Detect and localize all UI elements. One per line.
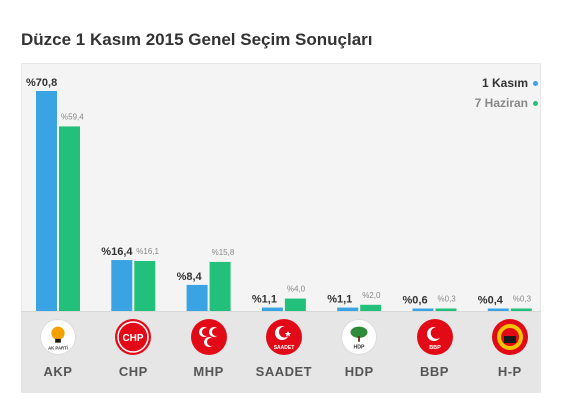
svg-text:CHP: CHP bbox=[123, 333, 144, 344]
saadet-crescent-star-icon: SAADET bbox=[265, 319, 302, 355]
bar-h-p-series-1 bbox=[510, 308, 532, 311]
chp-six-arrows-icon: CHP bbox=[115, 319, 152, 355]
bbp-crescent-icon: BBP bbox=[416, 319, 453, 355]
party-name-saadet: SAADET bbox=[255, 364, 313, 379]
data-label-bbp-series-1: %0,3 bbox=[438, 295, 457, 304]
hdp-tree-icon: HDP bbox=[341, 319, 378, 355]
data-label-h-p-series-1: %0,3 bbox=[513, 295, 532, 304]
chart-baseline bbox=[21, 311, 541, 312]
party-name-bbp: BBP bbox=[420, 364, 449, 379]
data-label-chp-series-0: %16,4 bbox=[101, 246, 133, 258]
legend-label: 1 Kasım bbox=[481, 76, 528, 90]
akp-lightbulb-icon: AK PARTİ bbox=[40, 319, 76, 355]
legend-dot-icon bbox=[533, 101, 538, 107]
data-label-mhp-series-0: %8,4 bbox=[177, 271, 203, 283]
data-label-akp-series-1: %59,4 bbox=[61, 112, 84, 121]
svg-text:AK PARTİ: AK PARTİ bbox=[48, 345, 68, 350]
chart-title: Düzce 1 Kasım 2015 Genel Seçim Sonuçları bbox=[21, 30, 373, 49]
data-label-h-p-series-0: %0,4 bbox=[478, 295, 504, 307]
svg-text:BBP: BBP bbox=[429, 345, 441, 351]
legend-item-7-haziran: 7 Haziran bbox=[475, 96, 538, 110]
bar-h-p-series-0 bbox=[487, 308, 509, 311]
data-label-mhp-series-1: %15,8 bbox=[212, 248, 235, 257]
party-name-chp: CHP bbox=[118, 364, 148, 379]
bar-saadet-series-1 bbox=[284, 298, 306, 311]
bar-hdp-series-0 bbox=[337, 307, 359, 311]
bar-akp-series-1 bbox=[59, 126, 80, 311]
bar-mhp-series-0 bbox=[186, 284, 208, 311]
mhp-three-crescents-icon bbox=[190, 319, 227, 355]
legend-label: 7 Haziran bbox=[474, 96, 528, 110]
bar-chp-series-0 bbox=[111, 260, 133, 311]
data-label-bbp-series-0: %0,6 bbox=[403, 295, 428, 307]
bar-bbp-series-1 bbox=[435, 308, 457, 311]
bar-akp-series-0 bbox=[36, 91, 57, 311]
bar-hdp-series-1 bbox=[360, 304, 382, 311]
hp-emblem-icon bbox=[491, 319, 528, 355]
svg-text:HDP: HDP bbox=[354, 344, 365, 350]
party-name-hdp: HDP bbox=[344, 364, 374, 379]
data-label-saadet-series-1: %4,0 bbox=[287, 285, 306, 294]
bar-saadet-series-0 bbox=[261, 307, 283, 311]
data-label-hdp-series-1: %2,0 bbox=[362, 291, 381, 300]
bar-bbp-series-0 bbox=[412, 308, 434, 311]
bar-mhp-series-1 bbox=[209, 261, 231, 311]
data-label-saadet-series-0: %1,1 bbox=[252, 294, 277, 306]
svg-text:SAADET: SAADET bbox=[274, 345, 295, 351]
bar-chp-series-1 bbox=[134, 260, 156, 311]
party-name-h-p: H-P bbox=[497, 364, 522, 379]
legend-item-1-kasim: 1 Kasım bbox=[482, 76, 538, 90]
party-name-akp: AKP bbox=[43, 364, 73, 379]
data-label-chp-series-1: %16,1 bbox=[136, 247, 159, 256]
data-label-hdp-series-0: %1,1 bbox=[327, 294, 352, 306]
data-label-akp-series-0: %70,8 bbox=[26, 77, 57, 89]
party-name-mhp: MHP bbox=[193, 364, 224, 379]
legend-dot-icon bbox=[533, 81, 538, 87]
